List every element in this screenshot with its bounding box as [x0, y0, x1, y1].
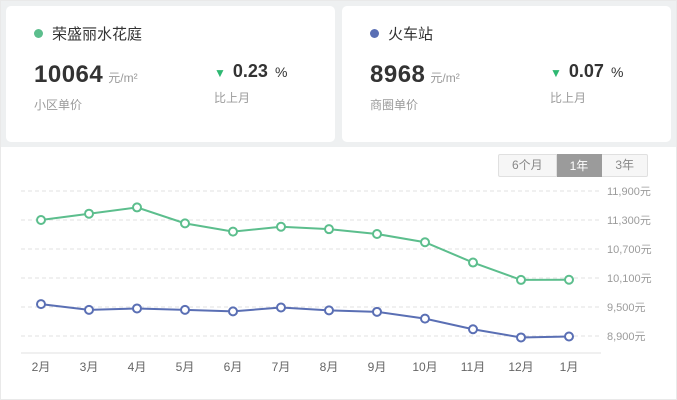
x-tick-label: 3月: [80, 360, 99, 374]
y-tick-label: 10,100元: [607, 273, 652, 285]
community-change-label: 比上月: [214, 91, 251, 105]
data-point[interactable]: [468, 257, 478, 268]
district-price-value: 8968: [370, 61, 426, 88]
data-point[interactable]: [180, 304, 190, 315]
tab-3years[interactable]: 3年: [602, 154, 648, 177]
tab-1year[interactable]: 1年: [556, 154, 603, 177]
x-tick-label: 12月: [508, 360, 533, 374]
district-price-unit: 元/m²: [430, 71, 460, 85]
x-tick-label: 2月: [32, 360, 51, 374]
series-line: [40, 206, 570, 281]
y-tick-label: 11,900元: [607, 186, 651, 198]
price-trend-chart[interactable]: 8,900元 9,500元 10,100元 10,700元 11,300元 11,900元…: [7, 181, 673, 383]
data-point[interactable]: [324, 305, 334, 316]
data-point[interactable]: [516, 274, 526, 285]
data-point[interactable]: [372, 306, 382, 317]
district-card-body: 8968 元/m² 商圈单价 ▼ 0.07 % 比上月: [370, 61, 645, 113]
data-point[interactable]: [132, 303, 142, 314]
y-tick-label: 9,500元: [607, 302, 646, 314]
data-point[interactable]: [36, 215, 46, 225]
y-tick-label: 11,300元: [607, 215, 651, 227]
trend-chart-panel: 6个月 1年 3年 8,900元 9,500元 10,100元 10,700元 11,3…: [1, 147, 676, 399]
district-change-label: 比上月: [550, 91, 587, 105]
data-point[interactable]: [516, 332, 526, 343]
community-card-body: 10064 元/m² 小区单价 ▼ 0.23 % 比上月: [34, 61, 309, 113]
community-change-value: 0.23: [232, 61, 268, 81]
data-point[interactable]: [420, 237, 430, 248]
data-point[interactable]: [564, 331, 574, 342]
community-change-unit: %: [274, 64, 288, 80]
district-change-unit: %: [610, 64, 624, 80]
community-name: 荣盛丽水花庭: [52, 26, 143, 43]
data-point[interactable]: [84, 304, 94, 315]
district-title-row: 火车站: [370, 23, 645, 44]
time-range-tabs: 6个月 1年 3年: [497, 154, 648, 177]
x-tick-label: 8月: [320, 360, 339, 374]
data-point[interactable]: [228, 226, 238, 237]
x-tick-label: 5月: [176, 360, 195, 374]
data-point[interactable]: [372, 229, 382, 240]
tab-6months[interactable]: 6个月: [497, 154, 557, 177]
district-change-block: ▼ 0.07 % 比上月: [550, 61, 623, 113]
community-price-value: 10064: [34, 61, 104, 88]
data-point[interactable]: [564, 274, 574, 285]
stat-cards: 荣盛丽水花庭 10064 元/m² 小区单价 ▼ 0.23 % 比上月: [1, 1, 676, 142]
data-point[interactable]: [84, 208, 94, 219]
data-point[interactable]: [36, 299, 46, 310]
data-point[interactable]: [468, 324, 478, 335]
blue-series-dot-icon: [370, 29, 379, 38]
community-title-row: 荣盛丽水花庭: [34, 23, 309, 44]
district-price-label: 商圈单价: [370, 98, 419, 112]
data-point[interactable]: [180, 218, 190, 229]
data-point[interactable]: [276, 221, 286, 232]
x-tick-label: 1月: [560, 360, 579, 374]
district-price-block: 8968 元/m² 商圈单价: [370, 61, 538, 113]
y-tick-label: 10,700元: [607, 244, 652, 256]
y-tick-label: 8,900元: [607, 331, 646, 343]
x-tick-label: 4月: [128, 360, 147, 374]
x-tick-label: 6月: [224, 360, 243, 374]
district-name: 火车站: [388, 26, 434, 43]
data-point[interactable]: [228, 306, 238, 317]
series-line: [40, 303, 570, 339]
community-price-unit: 元/m²: [108, 71, 138, 85]
community-change-block: ▼ 0.23 % 比上月: [214, 61, 287, 113]
community-stat-card: 荣盛丽水花庭 10064 元/m² 小区单价 ▼ 0.23 % 比上月: [6, 6, 335, 142]
district-change-value: 0.07: [568, 61, 604, 81]
x-tick-label: 11月: [461, 360, 485, 374]
district-stat-card: 火车站 8968 元/m² 商圈单价 ▼ 0.07 % 比上月: [342, 6, 671, 142]
data-point[interactable]: [324, 224, 334, 235]
community-price-block: 10064 元/m² 小区单价: [34, 61, 202, 113]
green-series-dot-icon: [34, 29, 43, 38]
x-tick-label: 9月: [368, 360, 387, 374]
data-point[interactable]: [132, 202, 142, 213]
data-point[interactable]: [276, 302, 286, 313]
x-tick-label: 10月: [412, 360, 437, 374]
down-arrow-icon: ▼: [214, 66, 226, 80]
data-point[interactable]: [420, 313, 430, 324]
community-price-label: 小区单价: [34, 98, 83, 112]
down-arrow-icon: ▼: [550, 66, 562, 80]
x-tick-label: 7月: [272, 360, 291, 374]
